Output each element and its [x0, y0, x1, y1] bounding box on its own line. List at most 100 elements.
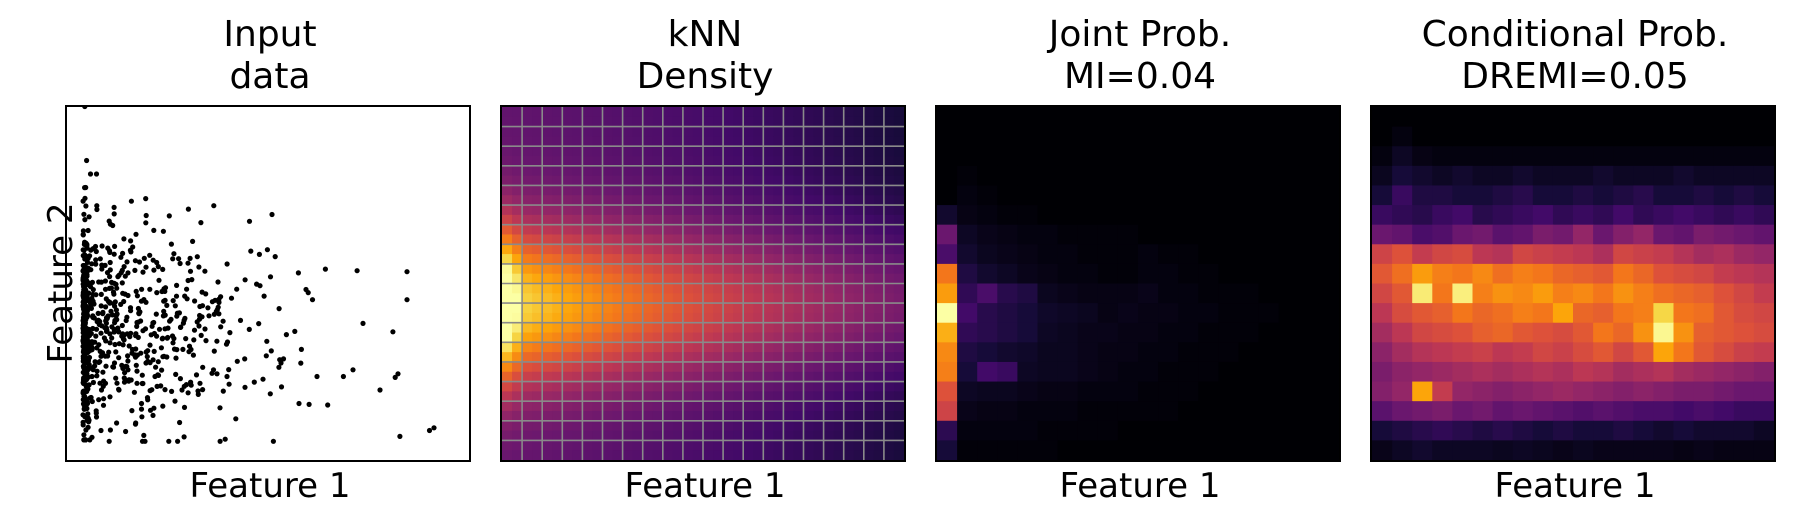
- density-cell: [763, 352, 774, 363]
- density-cell: [893, 175, 904, 187]
- density-cell: [562, 185, 573, 196]
- density-cell: [793, 116, 805, 128]
- density-cell: [703, 352, 714, 363]
- scatter-point: [112, 243, 118, 249]
- density-cell: [632, 430, 644, 441]
- scatter-point: [93, 257, 99, 263]
- density-cell: [893, 126, 904, 138]
- scatter-point: [234, 358, 240, 364]
- density-cell: [652, 126, 664, 138]
- density-cell: [632, 391, 644, 402]
- density-cell: [883, 107, 895, 118]
- heatmap-cell: [1693, 146, 1715, 167]
- density-cell: [572, 254, 583, 265]
- density-cell: [813, 214, 825, 226]
- density-cell: [532, 175, 543, 187]
- density-cell: [692, 205, 704, 216]
- density-cell: [833, 185, 845, 196]
- density-cell: [743, 175, 754, 187]
- density-cell: [863, 185, 875, 196]
- heatmap-cell: [1057, 420, 1079, 441]
- scatter-point: [126, 377, 132, 383]
- scatter-point: [107, 394, 113, 400]
- density-cell: [602, 342, 614, 353]
- heatmap-cell: [1298, 381, 1320, 402]
- density-cell: [783, 293, 795, 304]
- heatmap-cell: [1138, 146, 1159, 167]
- density-cell: [592, 175, 604, 187]
- heatmap-cell: [1412, 107, 1433, 128]
- density-cell: [803, 185, 815, 196]
- density-cell: [883, 352, 895, 363]
- heatmap-cell: [1198, 126, 1219, 147]
- heatmap-cell: [1198, 107, 1219, 128]
- density-cell: [672, 332, 684, 343]
- density-cell: [672, 107, 684, 118]
- density-cell: [652, 107, 664, 118]
- density-cell: [572, 440, 583, 451]
- heatmap-cell: [1633, 263, 1654, 285]
- density-cell: [783, 322, 795, 334]
- density-cell: [622, 401, 634, 412]
- scatter-point: [100, 369, 106, 375]
- heatmap-cell: [1158, 107, 1179, 128]
- heatmap-cell: [1673, 205, 1695, 226]
- density-cell: [522, 254, 533, 265]
- density-cell: [713, 156, 724, 167]
- density-cell: [542, 136, 553, 147]
- heatmap-cell: [1412, 401, 1433, 422]
- heatmap-cell: [1077, 165, 1099, 187]
- heatmap-cell: [1198, 342, 1219, 363]
- density-cell: [743, 214, 754, 226]
- density-cell: [622, 205, 634, 216]
- density-cell: [783, 107, 795, 118]
- density-cell: [713, 391, 724, 402]
- density-cell: [793, 195, 805, 206]
- density-cell: [853, 195, 865, 206]
- heatmap-cell: [1452, 322, 1474, 343]
- heatmap-cell: [1412, 263, 1433, 285]
- heatmap-cell: [1412, 440, 1433, 460]
- heatmap-cell: [1492, 303, 1514, 324]
- density-cell: [502, 175, 513, 187]
- heatmap-cell: [1218, 165, 1240, 187]
- scatter-point: [224, 261, 230, 267]
- density-cell: [582, 165, 594, 177]
- density-plot-area: [500, 105, 906, 462]
- heatmap-cell: [1117, 224, 1139, 245]
- density-cell: [512, 185, 523, 196]
- heatmap-cell: [1392, 146, 1413, 167]
- heatmap-cell: [1298, 165, 1320, 187]
- density-cell: [773, 303, 784, 314]
- density-cell: [843, 126, 855, 138]
- scatter-point: [108, 285, 114, 291]
- density-cell: [733, 263, 744, 275]
- density-cell: [893, 450, 904, 460]
- density-cell: [873, 342, 885, 353]
- heatmap-cell: [1753, 381, 1774, 402]
- density-cell: [783, 430, 795, 441]
- density-cell: [512, 234, 523, 245]
- scatter-point: [404, 269, 410, 275]
- panel-conditional-prob: Conditional Prob. DREMI=0.05 Feature 1: [1370, 0, 1780, 525]
- heatmap-cell: [1432, 146, 1453, 167]
- heatmap-cell: [1392, 126, 1413, 147]
- density-cell: [823, 391, 835, 402]
- density-cell: [893, 234, 904, 245]
- heatmap-cell: [1733, 440, 1755, 460]
- density-cell: [672, 263, 684, 275]
- density-cell: [893, 254, 904, 265]
- density-cell: [562, 224, 573, 236]
- density-cell: [542, 410, 553, 422]
- density-cell: [843, 430, 855, 441]
- heatmap-cell: [1653, 165, 1675, 187]
- density-cell: [672, 146, 684, 157]
- scatter-point: [129, 408, 135, 414]
- density-cell: [713, 107, 724, 118]
- density-cell: [843, 420, 855, 432]
- density-cell: [682, 342, 694, 353]
- heatmap-cell: [1198, 401, 1219, 422]
- heatmap-cell: [1318, 165, 1339, 187]
- heatmap-cell: [1097, 205, 1119, 226]
- scatter-point: [82, 324, 88, 330]
